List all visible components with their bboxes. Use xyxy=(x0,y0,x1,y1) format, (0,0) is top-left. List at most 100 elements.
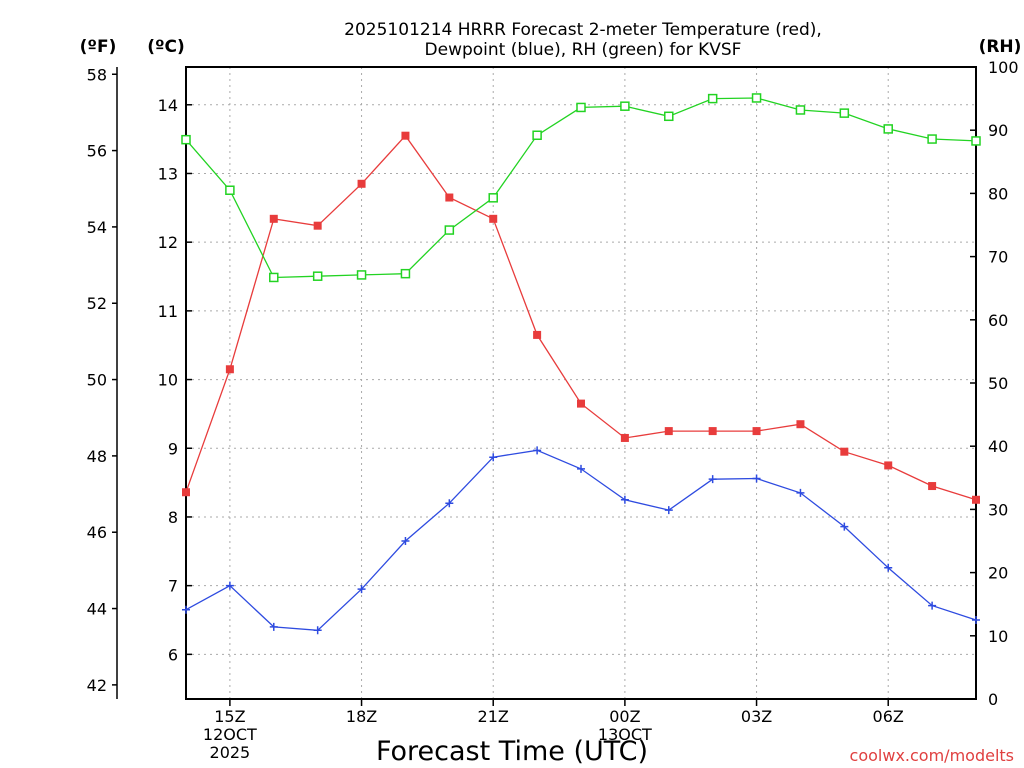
dewpoint-point xyxy=(796,488,805,497)
rh-point xyxy=(532,130,542,141)
dewpoint-point xyxy=(664,506,673,515)
temperature-point xyxy=(182,488,190,497)
rh-point xyxy=(971,136,981,146)
dewpoint-point xyxy=(533,446,542,455)
temperature-point xyxy=(972,495,980,504)
temperature-point xyxy=(577,399,585,408)
dewpoint-point xyxy=(357,585,366,594)
fahrenheit-tick-label: 42 xyxy=(87,676,107,695)
fahrenheit-tick-label: 46 xyxy=(87,523,107,542)
x-tick-label: 18Z xyxy=(346,707,377,726)
rh-point xyxy=(751,93,762,103)
rh-point xyxy=(707,93,718,104)
rh-point xyxy=(927,134,937,144)
x-tick-label: 15Z xyxy=(214,707,245,726)
dewpoint-point xyxy=(620,495,629,504)
celsius-tick-label: 14 xyxy=(158,96,178,115)
x-tick-label: 12OCT xyxy=(203,725,257,744)
source-credit: coolwx.com/modelts xyxy=(850,746,1014,765)
temperature-point xyxy=(225,365,234,374)
rh-tick-label: 70 xyxy=(988,248,1008,267)
rh-line xyxy=(185,97,977,279)
rh-point xyxy=(839,108,850,118)
celsius-tick-label: 11 xyxy=(158,302,178,321)
x-tick-label: 00Z xyxy=(609,707,640,726)
fahrenheit-tick-label: 56 xyxy=(87,142,107,161)
celsius-tick-label: 10 xyxy=(158,371,178,390)
temperature-point xyxy=(401,131,410,140)
rh-tick-label: 100 xyxy=(988,58,1019,77)
temperature-point xyxy=(445,193,454,202)
x-tick-label: 21Z xyxy=(478,707,509,726)
fahrenheit-tick-label: 44 xyxy=(87,600,107,619)
dewpoint-point xyxy=(840,522,849,531)
temperature-point xyxy=(533,330,542,339)
temperature-line xyxy=(185,134,977,501)
fahrenheit-tick-label: 50 xyxy=(87,371,107,390)
fahrenheit-tick-label: 48 xyxy=(87,447,107,466)
rh-point xyxy=(883,124,893,134)
fahrenheit-unit-label: (ºF) xyxy=(80,37,117,57)
dewpoint-point xyxy=(884,563,893,572)
dewpoint-point xyxy=(972,616,980,624)
rh-point xyxy=(576,102,586,113)
rh-point xyxy=(620,101,630,111)
celsius-tick-label: 8 xyxy=(168,508,178,527)
rh-tick-label: 0 xyxy=(988,690,998,709)
x-tick-label: 03Z xyxy=(741,707,772,726)
dewpoint-point xyxy=(489,453,498,462)
rh-tick-label: 80 xyxy=(988,184,1008,203)
temperature-point xyxy=(840,447,849,456)
rh-point xyxy=(400,268,411,279)
rh-point xyxy=(312,271,323,281)
rh-point xyxy=(269,272,279,283)
temperature-point xyxy=(620,433,629,442)
temperature-point xyxy=(884,461,893,470)
rh-point xyxy=(664,111,674,122)
axes xyxy=(112,66,977,706)
x-tick-label: 2025 xyxy=(210,743,251,762)
plot-frame xyxy=(185,66,977,700)
chart-title-line2: Dewpoint (blue), RH (green) for KVSF xyxy=(425,40,742,60)
rh-tick-label: 10 xyxy=(988,627,1008,646)
x-tick-label: 13OCT xyxy=(598,725,652,744)
fahrenheit-tick-label: 54 xyxy=(87,218,107,237)
dewpoint-point xyxy=(577,464,585,473)
rh-point xyxy=(488,193,498,203)
celsius-tick-label: 7 xyxy=(168,577,178,596)
data-series xyxy=(181,93,981,635)
rh-unit-label: (RH) xyxy=(979,37,1022,57)
rh-point xyxy=(225,185,235,195)
rh-tick-label: 90 xyxy=(988,121,1008,140)
dewpoint-line xyxy=(185,449,977,631)
rh-point xyxy=(356,270,367,280)
rh-point xyxy=(444,225,455,235)
dewpoint-point xyxy=(313,626,322,635)
dewpoint-point xyxy=(708,475,717,484)
celsius-tick-label: 6 xyxy=(168,645,178,664)
rh-tick-label: 40 xyxy=(988,437,1008,456)
gridlines xyxy=(186,67,976,699)
celsius-unit-label: (ºC) xyxy=(147,37,185,57)
temperature-point xyxy=(796,420,805,429)
celsius-tick-label: 9 xyxy=(168,439,178,458)
fahrenheit-tick-label: 52 xyxy=(87,294,107,313)
dewpoint-point xyxy=(401,537,410,545)
rh-tick-label: 50 xyxy=(988,374,1008,393)
celsius-tick-label: 12 xyxy=(158,233,178,252)
dewpoint-point xyxy=(445,499,454,508)
rh-point xyxy=(795,105,806,115)
temperature-point xyxy=(489,214,498,223)
x-tick-label: 06Z xyxy=(873,707,904,726)
chart-title-line1: 2025101214 HRRR Forecast 2-meter Tempera… xyxy=(344,20,822,40)
rh-point xyxy=(181,134,191,145)
dewpoint-point xyxy=(752,474,761,483)
temperature-point xyxy=(357,179,366,188)
temperature-point xyxy=(269,214,278,223)
temperature-point xyxy=(664,427,673,436)
dewpoint-point xyxy=(225,581,234,590)
celsius-tick-label: 13 xyxy=(158,164,178,183)
rh-tick-label: 60 xyxy=(988,311,1008,330)
tick-labels: 6 7 8 9 10 11 12 13 14 42 44 46 48 50 52 54 56 58 0 10 20 30 4… xyxy=(87,58,1019,762)
